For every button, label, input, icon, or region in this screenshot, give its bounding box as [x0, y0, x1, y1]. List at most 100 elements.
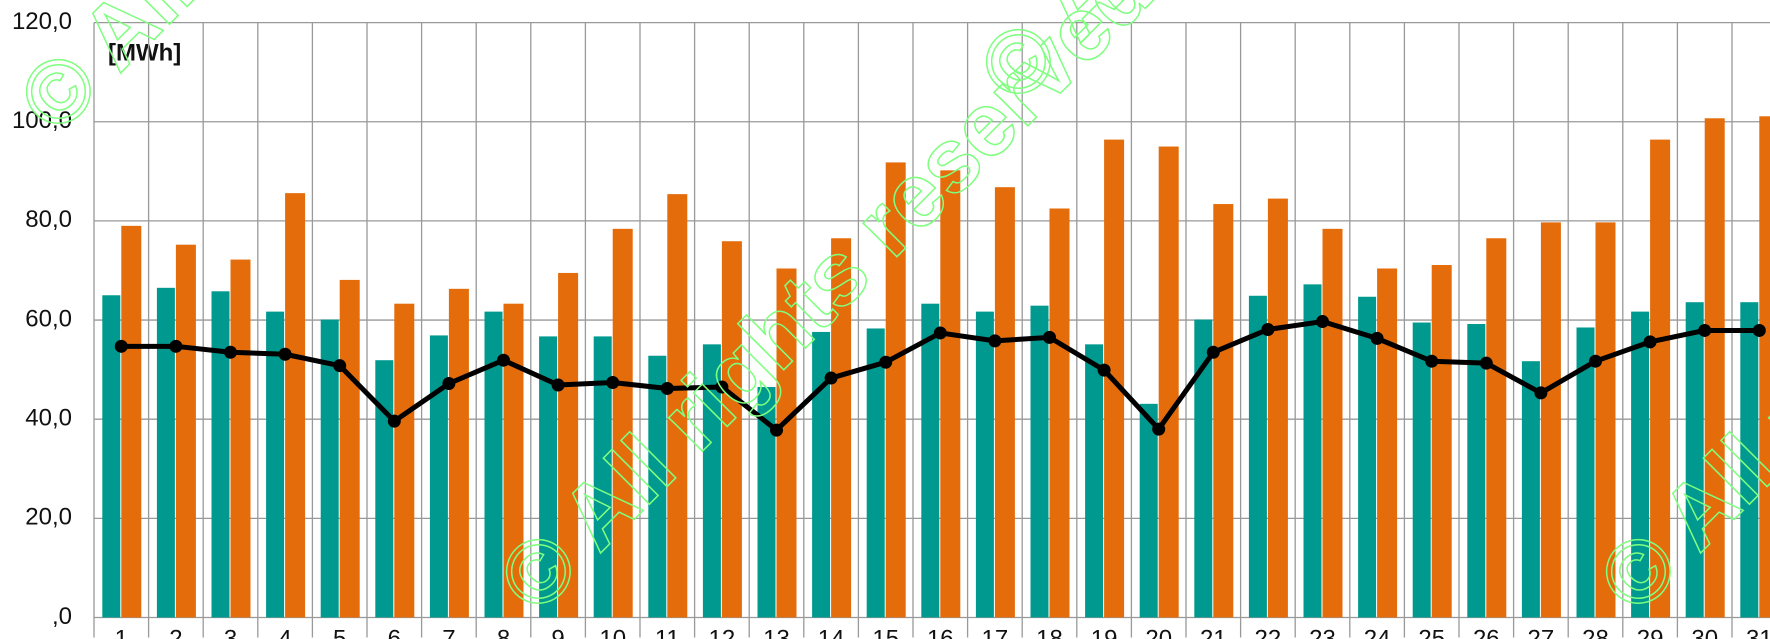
- bar: [1540, 222, 1561, 618]
- bar: [1685, 302, 1704, 618]
- bar: [831, 238, 852, 618]
- bar: [1158, 146, 1179, 618]
- x-tick-label: 27: [1528, 625, 1555, 639]
- x-tick-label: 4: [278, 625, 291, 639]
- x-tick-label: 19: [1091, 625, 1118, 639]
- x-tick-label: 22: [1255, 625, 1282, 639]
- line-marker: [114, 339, 128, 353]
- line-marker: [1316, 315, 1329, 329]
- x-tick-label: 31: [1746, 625, 1770, 639]
- bar: [429, 335, 448, 618]
- y-tick-label: 80,0: [25, 206, 72, 233]
- x-tick-label: 20: [1145, 625, 1172, 639]
- x-tick-label: 16: [927, 625, 954, 639]
- bar: [1759, 116, 1770, 618]
- x-tick-label: 10: [599, 625, 626, 639]
- line-marker: [660, 381, 674, 395]
- line-marker: [1097, 363, 1111, 377]
- x-tick-label: 8: [497, 625, 510, 639]
- x-tick-label: 17: [982, 625, 1009, 639]
- line-marker: [1534, 386, 1548, 400]
- y-tick-label: ,0: [52, 603, 72, 630]
- unit-annotation: [MWh]: [108, 39, 181, 66]
- bar: [394, 303, 415, 618]
- bar: [1467, 324, 1486, 618]
- bar: [1521, 361, 1540, 618]
- bar: [593, 336, 612, 618]
- bar: [156, 287, 175, 618]
- bar: [1486, 238, 1507, 618]
- line-marker: [1043, 330, 1056, 344]
- x-tick-label: 11: [655, 625, 680, 639]
- line-marker: [1479, 356, 1493, 370]
- bar: [776, 268, 797, 618]
- line-marker: [1425, 354, 1439, 368]
- line-marker: [1206, 345, 1220, 359]
- x-tick-label: 7: [442, 625, 455, 639]
- line-marker: [824, 371, 838, 385]
- line-marker: [606, 376, 620, 390]
- line-marker: [1643, 335, 1657, 349]
- x-tick-label: 21: [1200, 625, 1227, 639]
- bar: [1085, 344, 1104, 618]
- bar: [702, 344, 721, 618]
- line-marker: [497, 353, 510, 367]
- bar: [1049, 208, 1070, 618]
- bar: [1194, 319, 1213, 618]
- bar: [230, 259, 251, 618]
- bar: [648, 355, 667, 618]
- bar: [1650, 139, 1671, 618]
- x-tick-label: 30: [1691, 625, 1718, 639]
- line-marker: [1261, 322, 1275, 336]
- x-tick-label: 18: [1036, 625, 1063, 639]
- bar: [375, 360, 394, 618]
- x-tick-label: 6: [388, 625, 401, 639]
- line-marker: [879, 355, 893, 369]
- x-tick-label: 26: [1473, 625, 1500, 639]
- bar: [121, 225, 142, 618]
- bar: [503, 303, 524, 618]
- bar: [866, 328, 885, 618]
- line-marker: [770, 423, 783, 437]
- bar: [885, 162, 906, 618]
- bar: [266, 311, 285, 618]
- y-tick-label: 40,0: [25, 405, 72, 432]
- bar: [1431, 265, 1452, 618]
- bar: [1631, 311, 1650, 618]
- bar: [448, 288, 469, 618]
- x-tick-label: 28: [1582, 625, 1609, 639]
- bar: [1704, 118, 1725, 618]
- bar: [1303, 284, 1322, 618]
- line-marker: [1370, 331, 1384, 345]
- x-tick-label: 15: [872, 625, 899, 639]
- line-marker: [224, 345, 237, 359]
- bar: [721, 241, 742, 618]
- x-tick-label: 3: [224, 625, 237, 639]
- bar: [1412, 322, 1431, 618]
- x-tick-label: 29: [1637, 625, 1664, 639]
- bar: [558, 272, 579, 618]
- bar: [1740, 302, 1759, 618]
- bar: [812, 331, 831, 618]
- bar: [1595, 222, 1616, 618]
- line-marker: [933, 326, 947, 340]
- y-tick-label: 100,0: [12, 107, 72, 134]
- bar: [1213, 204, 1234, 618]
- x-tick-label: 5: [333, 625, 346, 639]
- bar: [940, 170, 961, 618]
- bar: [1248, 295, 1267, 618]
- bar: [1030, 305, 1049, 618]
- y-tick-label: 60,0: [25, 305, 72, 332]
- bar: [539, 336, 558, 618]
- x-tick-label: 25: [1418, 625, 1445, 639]
- bar: [667, 194, 688, 618]
- bar: [757, 386, 776, 618]
- bar: [994, 187, 1015, 618]
- x-tick-label: 13: [763, 625, 790, 639]
- bar: [921, 303, 940, 618]
- line-marker: [1589, 354, 1602, 368]
- bar: [612, 228, 633, 618]
- bar: [1322, 228, 1343, 618]
- bar: [339, 279, 360, 618]
